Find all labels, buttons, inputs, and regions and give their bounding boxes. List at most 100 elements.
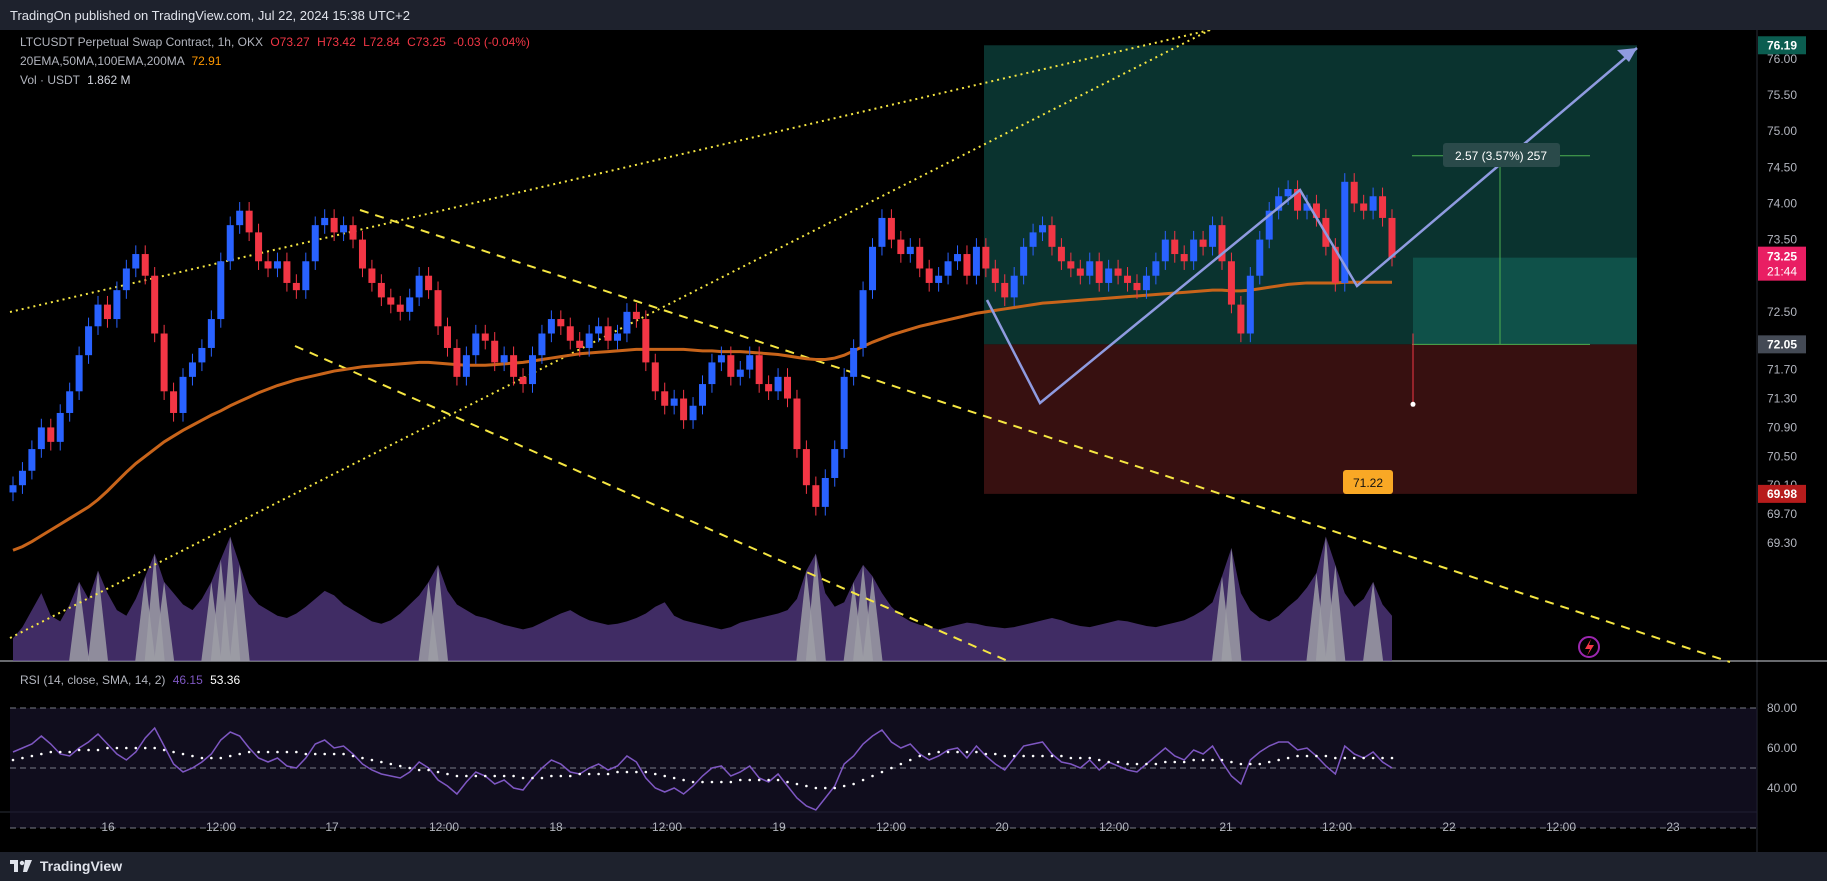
rsi-sma-dot: [417, 768, 421, 772]
candle-body: [736, 369, 744, 377]
candle-body: [1086, 261, 1094, 276]
candle-body: [954, 254, 962, 262]
candle-body: [765, 384, 773, 392]
rsi-sma-dot: [266, 750, 270, 754]
candle-body: [377, 282, 385, 298]
rsi-sma-dot: [748, 778, 752, 782]
rsi-sma-dot: [1116, 760, 1120, 764]
candle-body: [717, 355, 725, 363]
candle-body: [878, 217, 886, 247]
candle-body: [1114, 268, 1122, 276]
rsi-sma-dot: [984, 752, 988, 756]
volume-spike: [88, 570, 109, 661]
rsi-sma-dot: [1211, 758, 1214, 762]
time-tick-label: 18: [549, 820, 563, 834]
rsi-sma-dot: [852, 782, 855, 786]
candle-body: [1237, 304, 1245, 334]
candle-body: [831, 449, 839, 478]
candle-body: [963, 254, 971, 276]
rsi-sma-dot: [1173, 760, 1177, 764]
volume-spike: [862, 576, 883, 661]
candle-body: [972, 246, 980, 276]
rsi-sma-dot: [1286, 756, 1290, 760]
candle-body: [746, 355, 754, 370]
rsi-sma-dot: [30, 754, 34, 758]
candle-body: [500, 355, 508, 363]
footer-bar: TradingView: [0, 852, 1827, 881]
rsi-sma-dot: [1371, 756, 1375, 760]
rsi-sma-dot: [210, 756, 213, 760]
rsi-sma-dot: [578, 772, 582, 776]
current-price-tag: 73.25: [1767, 250, 1797, 264]
rsi-sma-dot: [1079, 756, 1082, 760]
rsi-sma-dot: [908, 758, 912, 762]
price-tick-label: 72.50: [1767, 305, 1797, 319]
price-tick-label: 74.50: [1767, 160, 1797, 174]
rsi-sma-dot: [767, 778, 770, 782]
ohlc-high: H73.42: [317, 35, 356, 49]
rsi-sma-dot: [493, 774, 497, 778]
ma200-line: [12, 280, 1392, 552]
candle-body: [425, 275, 433, 291]
low-marker-dot: [1410, 401, 1416, 407]
rsi-sma-dot: [361, 756, 364, 760]
stop-price-tag: 69.98: [1767, 487, 1797, 501]
price-tick-label: 69.70: [1767, 507, 1797, 521]
price-tick-label: 70.50: [1767, 449, 1797, 463]
candle-body: [557, 319, 565, 327]
rsi-sma-dot: [172, 750, 175, 754]
candle-body: [264, 261, 272, 269]
candle-body: [1057, 246, 1065, 262]
chart-area[interactable]: 2.57 (3.57%) 257 71.22 76.00 75.50 75.00 74.5…: [0, 29, 1827, 852]
chart-svg[interactable]: 2.57 (3.57%) 257 71.22 76.00 75.50 75.00 74.5…: [0, 29, 1827, 852]
entry-price-tag-bg: [1758, 335, 1806, 354]
candle-body: [774, 376, 782, 392]
rsi-sma-dot: [918, 754, 922, 758]
brand-name: TradingView: [39, 858, 123, 874]
tradingview-logo[interactable]: TradingView: [10, 858, 122, 874]
channel-lower-dashed: [294, 345, 1011, 663]
candle-body: [453, 347, 461, 377]
candle-body: [1209, 225, 1217, 247]
rsi-sma-dot: [606, 772, 610, 776]
candle-body: [1227, 261, 1235, 305]
candle-body: [613, 333, 621, 341]
volume-label: Vol · USDT: [20, 73, 80, 87]
candle-body: [821, 477, 829, 507]
rsi-sma-dot: [143, 746, 147, 750]
candle-body: [1218, 225, 1226, 262]
rsi-sma-dot: [58, 750, 62, 754]
candle-body: [1303, 203, 1311, 211]
rsi-sma-dot: [181, 752, 185, 756]
projection-path: [985, 47, 1638, 405]
rsi-sma-dot: [1012, 754, 1016, 758]
candle-body: [802, 449, 810, 486]
rsi-sma-dot: [1050, 754, 1054, 758]
rsi-sma-dot: [228, 754, 232, 758]
candle-body: [1360, 203, 1368, 211]
rsi-sma-dot: [1154, 762, 1158, 766]
candle-body: [9, 485, 17, 493]
candle-body: [217, 261, 225, 320]
candle-body: [273, 261, 281, 269]
candle-body: [1265, 210, 1273, 240]
time-tick-label: 23: [1666, 820, 1680, 834]
rsi-sma-dot: [1249, 762, 1252, 766]
candle-body: [595, 326, 603, 334]
price-tick-label: 74.00: [1767, 196, 1797, 210]
rsi-sma-dot: [1088, 756, 1092, 760]
rsi-sma-dot: [1220, 758, 1224, 762]
ohlc-open: O73.27: [270, 35, 310, 49]
rsi-sma-dot: [1060, 754, 1063, 758]
rsi-sma-dot: [691, 780, 695, 784]
rsi-sma-dot: [625, 770, 629, 774]
time-tick-label: 22: [1442, 820, 1456, 834]
candle-body: [982, 246, 990, 269]
candle-body: [1095, 261, 1103, 283]
rsi-sma-dot: [823, 786, 827, 790]
rsi-sma-dot: [1069, 756, 1073, 760]
candle-body: [850, 347, 858, 377]
rsi-sma-dot: [521, 776, 525, 780]
volume-spike: [1363, 581, 1384, 661]
rsi-sma-dot: [295, 750, 298, 754]
